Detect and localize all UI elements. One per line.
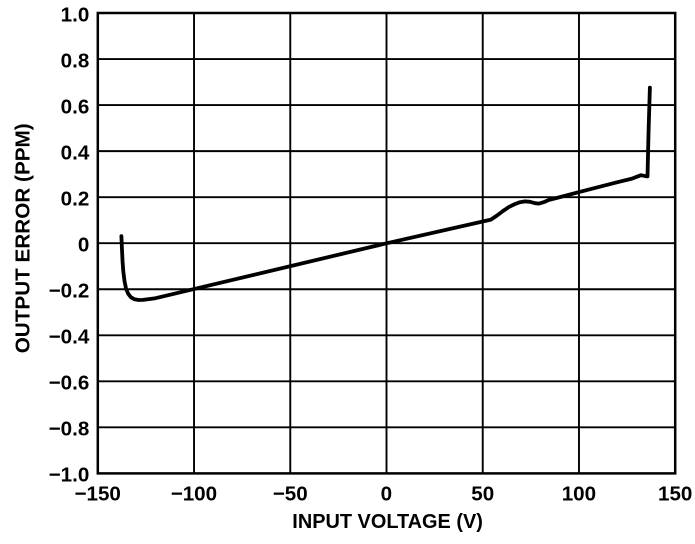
svg-text:100: 100 — [562, 483, 596, 506]
svg-text:−150: −150 — [75, 483, 121, 506]
svg-text:0: 0 — [78, 234, 89, 257]
svg-text:−100: −100 — [171, 483, 217, 506]
svg-text:0.2: 0.2 — [61, 188, 90, 211]
svg-text:INPUT VOLTAGE (V): INPUT VOLTAGE (V) — [292, 510, 483, 533]
svg-text:−0.8: −0.8 — [49, 418, 90, 441]
svg-text:−0.2: −0.2 — [49, 280, 90, 303]
svg-text:0.8: 0.8 — [61, 49, 90, 72]
svg-text:OUTPUT ERROR (PPM): OUTPUT ERROR (PPM) — [11, 123, 34, 353]
svg-text:−0.6: −0.6 — [49, 372, 90, 395]
svg-text:0.4: 0.4 — [61, 141, 90, 164]
svg-text:−0.4: −0.4 — [49, 326, 90, 349]
svg-text:−50: −50 — [273, 483, 308, 506]
svg-text:0.6: 0.6 — [61, 95, 90, 118]
svg-text:0: 0 — [381, 483, 392, 506]
svg-text:150: 150 — [658, 483, 692, 506]
svg-text:50: 50 — [471, 483, 494, 506]
svg-text:−1.0: −1.0 — [49, 464, 90, 487]
svg-text:1.0: 1.0 — [61, 4, 90, 27]
